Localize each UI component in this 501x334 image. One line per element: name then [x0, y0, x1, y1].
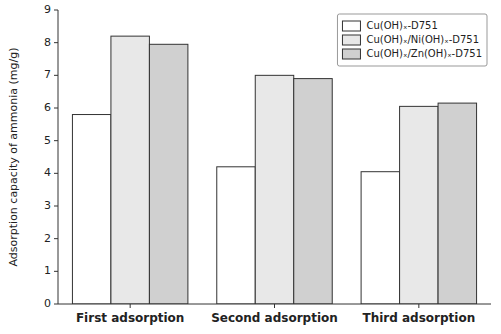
- y-tick-label: 4: [44, 166, 51, 179]
- y-tick: [54, 108, 58, 109]
- x-tick-label: Third adsorption: [362, 311, 475, 325]
- y-tick: [54, 173, 58, 174]
- y-tick-label: 2: [44, 232, 51, 245]
- bar: [438, 103, 476, 304]
- x-tick: [418, 304, 419, 308]
- bar: [361, 172, 399, 304]
- bar: [72, 115, 110, 304]
- bar: [400, 106, 438, 304]
- y-tick-label: 9: [44, 3, 51, 16]
- y-tick: [54, 271, 58, 272]
- bar: [294, 79, 332, 304]
- chart: 0 1 2 3 4 5 6 7 8 9 Adsorption capacity of ammonia…: [0, 0, 501, 334]
- legend-swatch: [342, 49, 360, 59]
- y-tick: [54, 75, 58, 76]
- y-tick-label: 6: [44, 101, 51, 114]
- bars: [72, 36, 476, 304]
- x-tick: [274, 304, 275, 308]
- y-tick: [54, 42, 58, 43]
- y-axis-label: Adsorption capacity of ammonia (mg/g): [7, 47, 20, 266]
- bar: [217, 167, 255, 304]
- y-tick-label: 5: [44, 134, 51, 147]
- y-tick: [54, 304, 58, 305]
- y-tick: [54, 140, 58, 141]
- x-tick-label: First adsorption: [76, 311, 185, 325]
- y-tick: [54, 10, 58, 11]
- legend-swatch: [342, 21, 360, 31]
- y-tick-label: 8: [44, 36, 51, 49]
- legend-box: [337, 14, 487, 66]
- bar: [255, 75, 293, 304]
- y-tick-label: 1: [44, 264, 51, 277]
- legend-label: Cu(OH)ₓ/Ni(OH)ₓ-D751: [366, 34, 479, 45]
- legend-label: Cu(OH)ₓ-D751: [366, 20, 437, 31]
- legend-label: Cu(OH)ₓ/Zn(OH)ₓ-D751: [366, 48, 482, 59]
- legend-swatch: [342, 35, 360, 45]
- x-tick: [130, 304, 131, 308]
- y-axis-line: [58, 10, 59, 304]
- bar: [111, 36, 149, 304]
- y-tick: [54, 238, 58, 239]
- y-tick-label: 3: [44, 199, 51, 212]
- y-tick-label: 7: [44, 68, 51, 81]
- x-tick-label: Second adsorption: [211, 311, 338, 325]
- bar: [149, 44, 187, 304]
- y-tick-label: 0: [44, 297, 51, 310]
- legend: Cu(OH)ₓ-D751 Cu(OH)ₓ/Ni(OH)ₓ-D751 Cu(OH)ₓ/…: [337, 14, 487, 66]
- y-tick: [54, 206, 58, 207]
